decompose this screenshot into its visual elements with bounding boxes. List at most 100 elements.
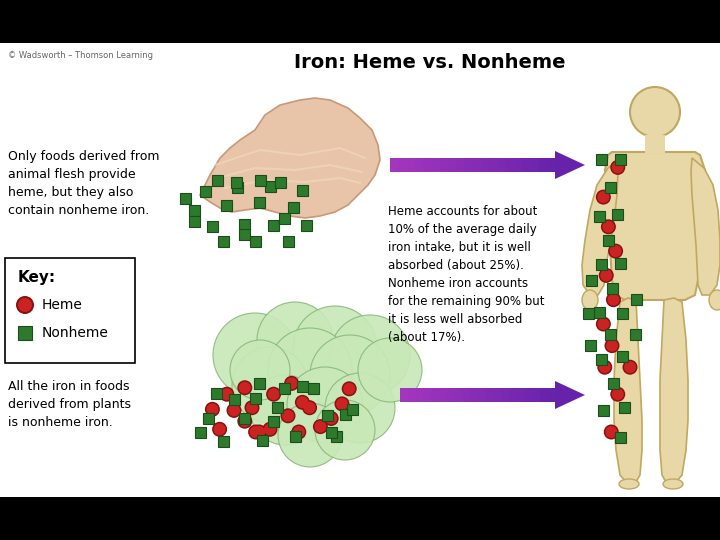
Circle shape	[342, 381, 356, 396]
Bar	[595, 154, 607, 165]
Text: ©  Thomson-Wadsworth: © Thomson-Wadsworth	[293, 515, 427, 525]
Circle shape	[598, 360, 612, 375]
Circle shape	[205, 402, 220, 417]
Bar	[297, 381, 308, 392]
Bar	[253, 378, 265, 389]
Bar	[232, 183, 243, 193]
Bar	[407, 158, 415, 172]
Circle shape	[207, 403, 218, 415]
Circle shape	[238, 380, 252, 395]
Bar	[464, 158, 472, 172]
Circle shape	[612, 161, 624, 173]
Ellipse shape	[663, 479, 683, 489]
Circle shape	[253, 426, 265, 438]
Circle shape	[599, 361, 611, 373]
Circle shape	[238, 414, 252, 429]
Bar	[180, 193, 192, 204]
Bar	[279, 383, 290, 394]
Bar	[456, 158, 464, 172]
Bar	[629, 329, 641, 340]
Text: Nonheme: Nonheme	[42, 326, 109, 340]
Bar	[606, 284, 618, 294]
Bar	[612, 210, 624, 220]
Bar	[616, 308, 628, 319]
Circle shape	[324, 411, 338, 426]
Bar	[472, 158, 481, 172]
Bar	[586, 275, 598, 286]
Polygon shape	[614, 298, 642, 482]
Circle shape	[599, 268, 613, 283]
Circle shape	[213, 313, 297, 397]
Bar	[250, 237, 261, 247]
Bar	[239, 219, 251, 230]
Circle shape	[600, 269, 612, 281]
Polygon shape	[582, 158, 620, 295]
Bar	[454, 388, 462, 402]
Bar	[431, 388, 438, 402]
Text: Key:: Key:	[18, 270, 56, 285]
Bar	[477, 388, 485, 402]
Bar	[325, 427, 337, 437]
Circle shape	[266, 387, 281, 402]
Bar	[481, 158, 489, 172]
Circle shape	[624, 361, 636, 373]
Bar	[271, 402, 283, 413]
Circle shape	[601, 219, 616, 234]
Bar	[250, 393, 261, 404]
Bar	[516, 388, 524, 402]
Bar	[593, 307, 605, 318]
Bar	[593, 211, 605, 221]
Bar	[547, 388, 555, 402]
Circle shape	[610, 245, 621, 257]
Circle shape	[257, 302, 333, 378]
Circle shape	[263, 422, 277, 437]
Circle shape	[612, 388, 624, 400]
Circle shape	[343, 383, 355, 395]
Circle shape	[293, 306, 377, 390]
Bar	[398, 158, 407, 172]
Bar	[400, 388, 408, 402]
Bar	[221, 200, 233, 211]
Ellipse shape	[582, 290, 598, 310]
Polygon shape	[605, 152, 705, 300]
Circle shape	[228, 404, 240, 416]
Circle shape	[623, 360, 637, 375]
Circle shape	[220, 387, 234, 402]
Circle shape	[358, 338, 422, 402]
Bar	[439, 158, 448, 172]
Bar	[390, 158, 398, 172]
Bar	[508, 388, 516, 402]
Text: Only foods derived from
animal flesh provide
heme, but they also
contain nonheme: Only foods derived from animal flesh pro…	[8, 150, 160, 217]
Ellipse shape	[709, 290, 720, 310]
Bar	[189, 205, 200, 216]
Ellipse shape	[619, 479, 639, 489]
Bar	[255, 176, 266, 186]
Circle shape	[248, 424, 263, 440]
Bar	[217, 436, 229, 447]
Bar	[212, 176, 223, 186]
Bar	[603, 235, 614, 246]
Bar	[331, 431, 343, 442]
Circle shape	[16, 296, 34, 314]
Circle shape	[336, 398, 348, 410]
Circle shape	[284, 376, 299, 391]
Bar	[524, 388, 532, 402]
Circle shape	[214, 423, 225, 435]
Bar	[0, 43, 720, 497]
Bar	[217, 237, 229, 247]
Bar	[408, 388, 415, 402]
Bar	[307, 383, 319, 394]
Bar	[615, 154, 626, 165]
Circle shape	[335, 396, 349, 411]
Bar	[493, 388, 500, 402]
Bar	[415, 158, 423, 172]
Bar	[5, 258, 135, 363]
Bar	[522, 158, 530, 172]
Bar	[485, 388, 493, 402]
Bar	[279, 213, 290, 224]
Bar	[469, 388, 477, 402]
Circle shape	[604, 424, 618, 440]
Bar	[615, 258, 626, 269]
Bar	[268, 416, 279, 427]
Circle shape	[287, 367, 363, 443]
